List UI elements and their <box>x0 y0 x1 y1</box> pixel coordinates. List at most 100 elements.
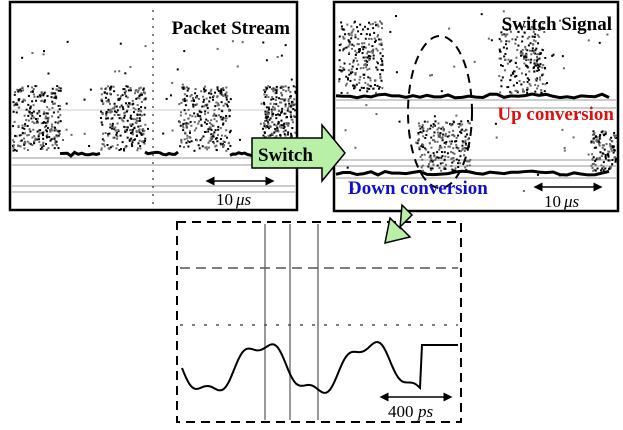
trace-part <box>12 149 15 152</box>
trace-part <box>202 135 205 138</box>
trace-part <box>143 130 146 133</box>
trace-part <box>229 98 232 101</box>
trace-part <box>121 94 124 97</box>
trace-part <box>608 138 611 141</box>
trace-part <box>354 72 357 75</box>
trace-part <box>203 121 206 124</box>
trace-part <box>118 106 121 109</box>
trace-part <box>104 96 107 99</box>
trace-part <box>395 71 398 74</box>
trace-part <box>423 120 426 123</box>
trace-part <box>16 88 19 91</box>
trace-part <box>278 97 281 100</box>
trace-part <box>22 89 25 92</box>
trace-part <box>552 53 555 56</box>
trace-part <box>262 134 265 137</box>
trace-part <box>105 117 108 120</box>
trace-part <box>505 28 508 31</box>
trace-part <box>504 43 507 46</box>
trace-part <box>15 111 18 114</box>
trace-part <box>41 134 44 137</box>
trace-part <box>183 146 186 149</box>
trace-part <box>357 43 360 46</box>
trace-part <box>35 99 38 102</box>
trace-part <box>343 68 346 71</box>
trace-part <box>542 22 545 25</box>
trace-part <box>54 92 57 95</box>
trace-part <box>221 118 224 121</box>
trace-part <box>260 102 263 105</box>
trace-part <box>276 56 279 59</box>
trace-part <box>59 89 62 92</box>
trace-part <box>31 90 34 93</box>
trace-part <box>338 35 341 38</box>
trace-part <box>608 167 611 170</box>
trace-part <box>284 103 287 106</box>
trace-part <box>31 100 34 103</box>
trace-part <box>340 70 343 73</box>
trace-part <box>357 30 360 33</box>
trace-part <box>524 73 527 76</box>
trace-part <box>262 127 265 130</box>
trace-part <box>107 108 110 111</box>
trace-part <box>604 133 607 136</box>
trace-part <box>123 149 126 152</box>
trace-part <box>109 126 112 129</box>
trace-part <box>37 133 40 136</box>
trace-part <box>466 120 469 123</box>
trace-part <box>500 40 503 43</box>
trace-part <box>592 156 595 159</box>
trace-part <box>101 100 104 103</box>
trace-part <box>348 63 351 66</box>
trace-part <box>601 146 604 149</box>
trace-part <box>43 100 46 103</box>
trace-part <box>277 130 280 133</box>
trace-part <box>19 145 22 148</box>
trace-part <box>356 43 359 46</box>
trace-part <box>368 33 371 36</box>
trace-part <box>109 123 112 126</box>
trace-part <box>441 136 444 139</box>
trace-part <box>277 110 280 113</box>
trace-part <box>107 147 110 150</box>
zoom-panel <box>176 221 462 423</box>
trace-part <box>600 169 603 172</box>
trace-part <box>381 27 384 30</box>
trace-part <box>214 129 217 132</box>
trace-part <box>50 125 53 128</box>
trace-part <box>38 140 41 143</box>
trace-part <box>381 55 384 58</box>
trace-part <box>418 124 421 127</box>
trace-part <box>371 22 374 25</box>
trace-part <box>466 160 469 163</box>
trace-part <box>598 156 601 159</box>
trace-part <box>199 139 202 142</box>
trace-part <box>24 123 27 126</box>
trace-part <box>350 34 353 37</box>
trace-part <box>225 115 228 118</box>
trace-part <box>100 93 103 96</box>
trace-part <box>487 37 490 40</box>
trace-part <box>217 89 220 92</box>
trace-part <box>364 25 367 28</box>
trace-part <box>14 103 17 106</box>
trace-part <box>222 145 225 148</box>
trace-part <box>180 138 183 141</box>
trace-part <box>275 85 278 88</box>
trace-part <box>339 43 342 46</box>
trace-part <box>513 70 516 73</box>
trace-part <box>42 144 45 147</box>
trace-part <box>186 137 189 140</box>
trace-part <box>42 53 45 56</box>
trace-part <box>43 50 46 53</box>
trace-part <box>347 69 350 72</box>
trace-part <box>225 117 228 120</box>
trace-part <box>338 59 341 62</box>
trace-part <box>201 145 204 148</box>
trace-part <box>440 136 443 139</box>
trace-part <box>187 87 190 90</box>
trace-part <box>532 39 535 42</box>
trace-part <box>377 25 380 28</box>
trace-part <box>12 146 15 149</box>
trace-part <box>39 95 42 98</box>
